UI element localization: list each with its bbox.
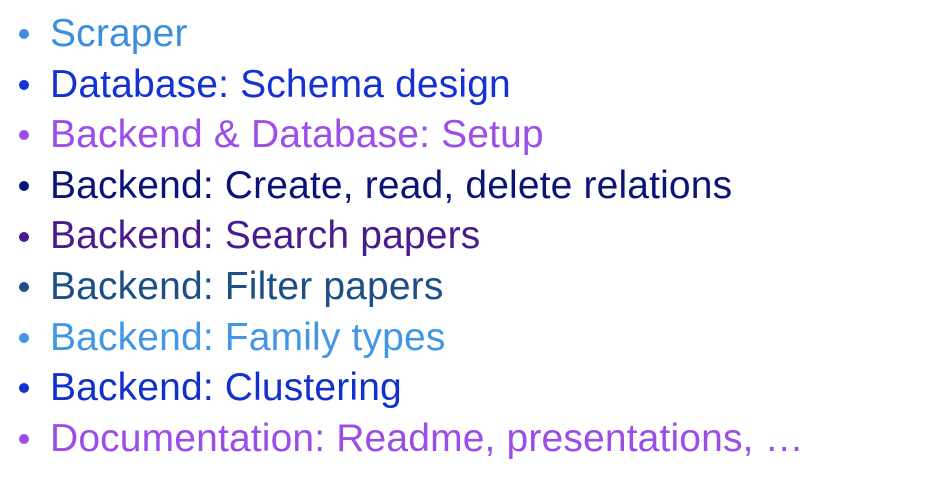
- bullet-list: Scraper Database: Schema design Backend …: [19, 9, 804, 464]
- list-item-text: Backend: Filter papers: [50, 264, 444, 308]
- list-item: Backend & Database: Setup: [19, 110, 804, 161]
- bullet-icon: [19, 332, 29, 343]
- bullet-icon: [19, 181, 29, 192]
- list-item: Documentation: Readme, presentations, …: [19, 414, 804, 465]
- list-item: Scraper: [19, 9, 804, 60]
- list-item-text: Database: Schema design: [50, 62, 511, 106]
- list-item-text: Backend: Search papers: [50, 214, 481, 258]
- list-item: Database: Schema design: [19, 60, 804, 111]
- bullet-icon: [19, 79, 29, 90]
- list-item-text: Scraper: [50, 12, 188, 55]
- bullet-icon: [19, 29, 29, 40]
- list-item-text: Backend: Create, read, delete relations: [50, 163, 733, 207]
- list-item-text: Backend: Family types: [50, 315, 446, 359]
- bullet-icon: [19, 383, 29, 394]
- list-item: Backend: Family types: [19, 313, 804, 364]
- list-item-text: Documentation: Readme, presentations, …: [50, 416, 804, 460]
- list-item: Backend: Search papers: [19, 211, 804, 262]
- list-item: Backend: Clustering: [19, 363, 804, 414]
- bullet-icon: [19, 282, 29, 293]
- list-item-text: Backend & Database: Setup: [50, 113, 544, 157]
- list-item-text: Backend: Clustering: [50, 366, 402, 410]
- list-item: Backend: Create, read, delete relations: [19, 161, 804, 212]
- bullet-icon: [19, 434, 29, 445]
- bullet-icon: [19, 130, 29, 141]
- list-item: Backend: Filter papers: [19, 262, 804, 313]
- bullet-icon: [19, 231, 29, 242]
